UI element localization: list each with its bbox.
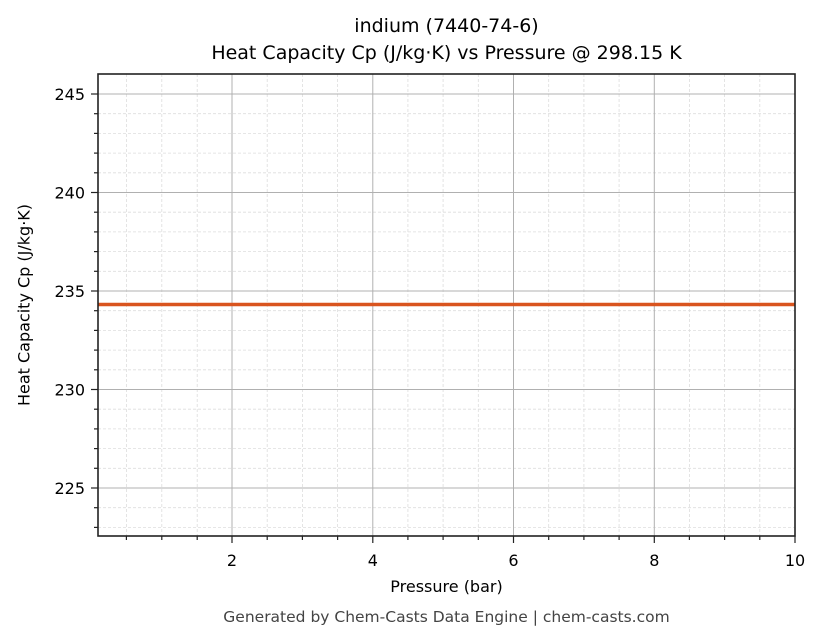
footer-credit: Generated by Chem-Casts Data Engine | ch… [223,608,670,626]
y-tick-label: 240 [54,184,85,203]
y-ticks [91,93,98,529]
x-tick-labels: 2 4 6 8 10 [227,551,805,570]
x-tick-label: 8 [649,551,659,570]
axes-frame [97,73,796,537]
y-tick-label: 230 [54,381,85,400]
x-ticks [125,536,796,543]
x-tick-label: 6 [508,551,518,570]
y-axis-label: Heat Capacity Cp (J/kg·K) [14,203,34,407]
y-tick-label: 235 [54,282,85,301]
x-tick-label: 2 [227,551,237,570]
chart-subtitle: Heat Capacity Cp (J/kg·K) vs Pressure @ … [211,42,682,64]
chart-title: indium (7440-74-6) [354,15,539,37]
x-tick-label: 10 [785,551,805,570]
y-tick-label: 245 [54,85,85,104]
x-tick-label: 4 [368,551,378,570]
y-tick-label: 225 [54,479,85,498]
major-grid [98,74,795,536]
x-axis-label: Pressure (bar) [390,577,503,596]
y-tick-labels: 245 240 235 230 225 [54,85,85,498]
